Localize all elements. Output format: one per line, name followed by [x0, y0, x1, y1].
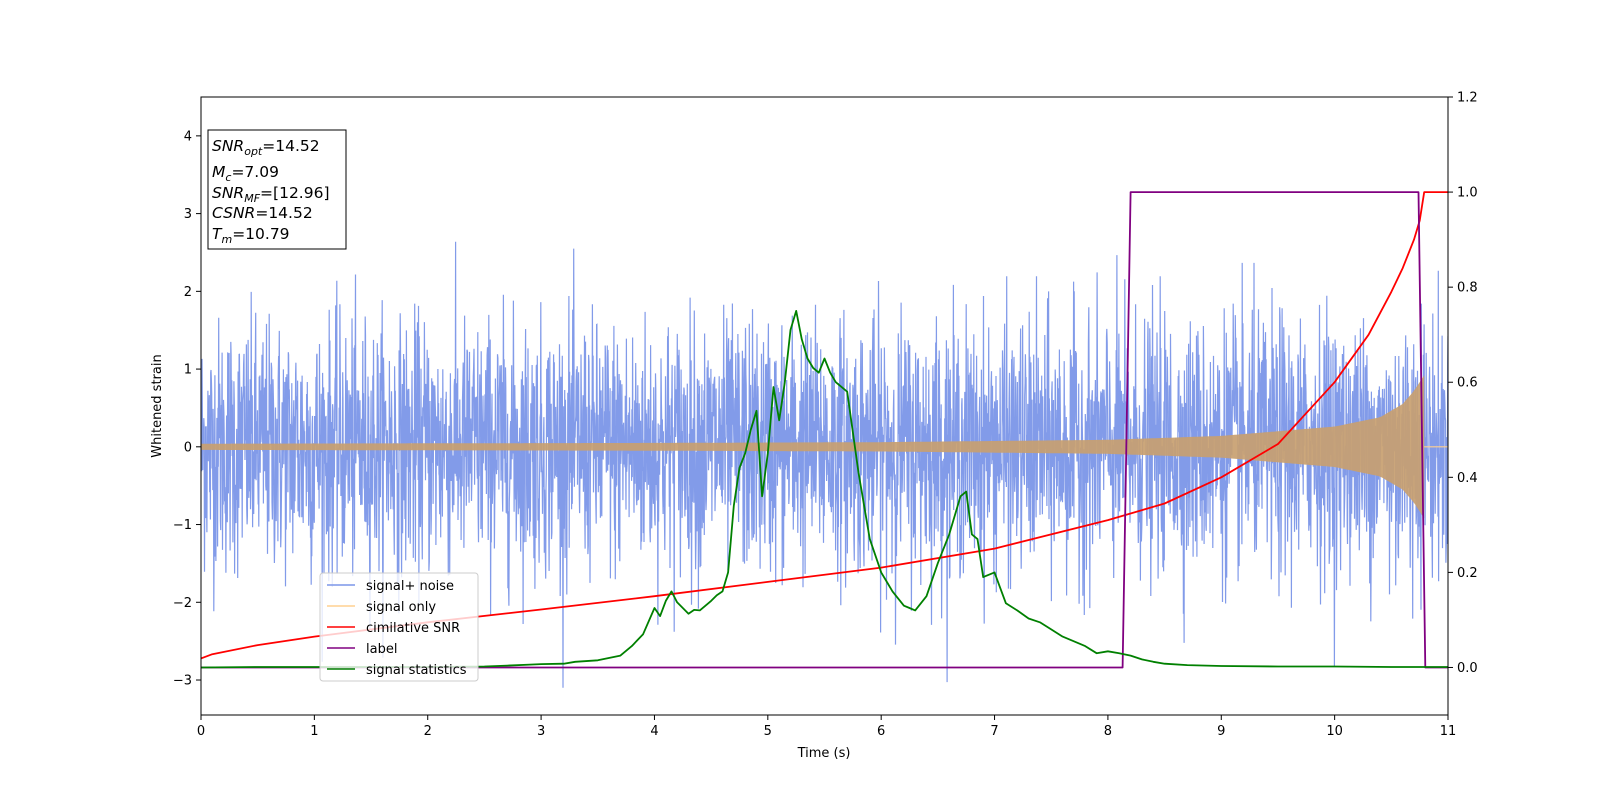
x-tick-label-6: 6 [877, 724, 885, 739]
x-axis: 0 1 2 3 4 5 6 7 8 9 10 11 [197, 715, 1456, 739]
y-axis-label: Whitened strain [150, 354, 165, 457]
legend-label-label: label [366, 642, 397, 657]
y-left-tick-label-5: 2 [184, 285, 192, 300]
y-right-tick-label-4: 0.8 [1457, 281, 1478, 296]
y-right-tick-label-2: 0.4 [1457, 471, 1478, 486]
series-signal-noise [201, 241, 1448, 688]
y-left-tick-label-4: 1 [184, 363, 192, 378]
info-tm: Tm=10.79 [212, 225, 290, 246]
legend-item-signal-noise: signal+ noise [327, 579, 454, 594]
y-right-tick-label-0: 0.0 [1457, 661, 1478, 676]
y-left-tick-label-7: 4 [184, 129, 192, 144]
y-left-tick-label-6: 3 [184, 207, 192, 222]
y-right-tick-label-3: 0.6 [1457, 376, 1478, 391]
x-tick-label-8: 8 [1104, 724, 1112, 739]
legend-item-signal-only: signal only [327, 600, 436, 615]
info-snr-mf: SNRMF=[12.96] [212, 184, 330, 205]
info-snr-opt: SNRopt=14.52 [212, 137, 320, 158]
legend-frame [319, 572, 479, 682]
x-tick-label-7: 7 [990, 724, 998, 739]
x-tick-label-2: 2 [424, 724, 432, 739]
info-box-frame [207, 129, 347, 250]
y-left-tick-label-2: −1 [173, 518, 192, 533]
x-tick-label-0: 0 [197, 724, 205, 739]
legend-label-signal-statistics: signal statistics [366, 663, 467, 678]
x-tick-label-5: 5 [764, 724, 772, 739]
x-axis-label: Time (s) [797, 746, 851, 761]
legend: signal+ noise signal only cimilative SNR… [319, 572, 479, 682]
legend-item-cumulative-snr: cimilative SNR [327, 621, 460, 636]
series-signal-only [201, 375, 1425, 519]
info-csnr: CSNR=14.52 [212, 204, 313, 222]
info-mc: Mc=7.09 [212, 163, 279, 184]
x-tick-label-11: 11 [1440, 724, 1457, 739]
y-right-tick-label-1: 0.2 [1457, 566, 1478, 581]
x-tick-label-9: 9 [1217, 724, 1225, 739]
series-signal-statistics [201, 309, 1448, 669]
legend-label-cumulative-snr: cimilative SNR [366, 621, 460, 636]
x-tick-label-1: 1 [310, 724, 318, 739]
x-tick-label-4: 4 [650, 724, 658, 739]
y-right-tick-label-5: 1.0 [1457, 186, 1478, 201]
y-axis-right: 0.0 0.2 0.4 0.6 0.8 1.0 1.2 [1448, 91, 1478, 676]
y-left-tick-label-0: −3 [173, 674, 192, 689]
legend-label-signal-noise: signal+ noise [366, 579, 454, 594]
y-axis-left: −3 −2 −1 0 1 2 3 4 [173, 129, 201, 689]
info-box: SNRopt=14.52 Mc=7.09 SNRMF=[12.96] CSNR=… [207, 129, 347, 250]
x-tick-label-10: 10 [1326, 724, 1343, 739]
legend-item-label: label [327, 642, 397, 657]
plot-frame [200, 96, 1449, 716]
y-left-tick-label-1: −2 [173, 596, 192, 611]
legend-label-signal-only: signal only [366, 600, 436, 615]
y-left-tick-label-3: 0 [184, 440, 192, 455]
x-tick-label-3: 3 [537, 724, 545, 739]
y-right-tick-label-6: 1.2 [1457, 91, 1478, 106]
legend-item-signal-statistics: signal statistics [327, 663, 467, 678]
